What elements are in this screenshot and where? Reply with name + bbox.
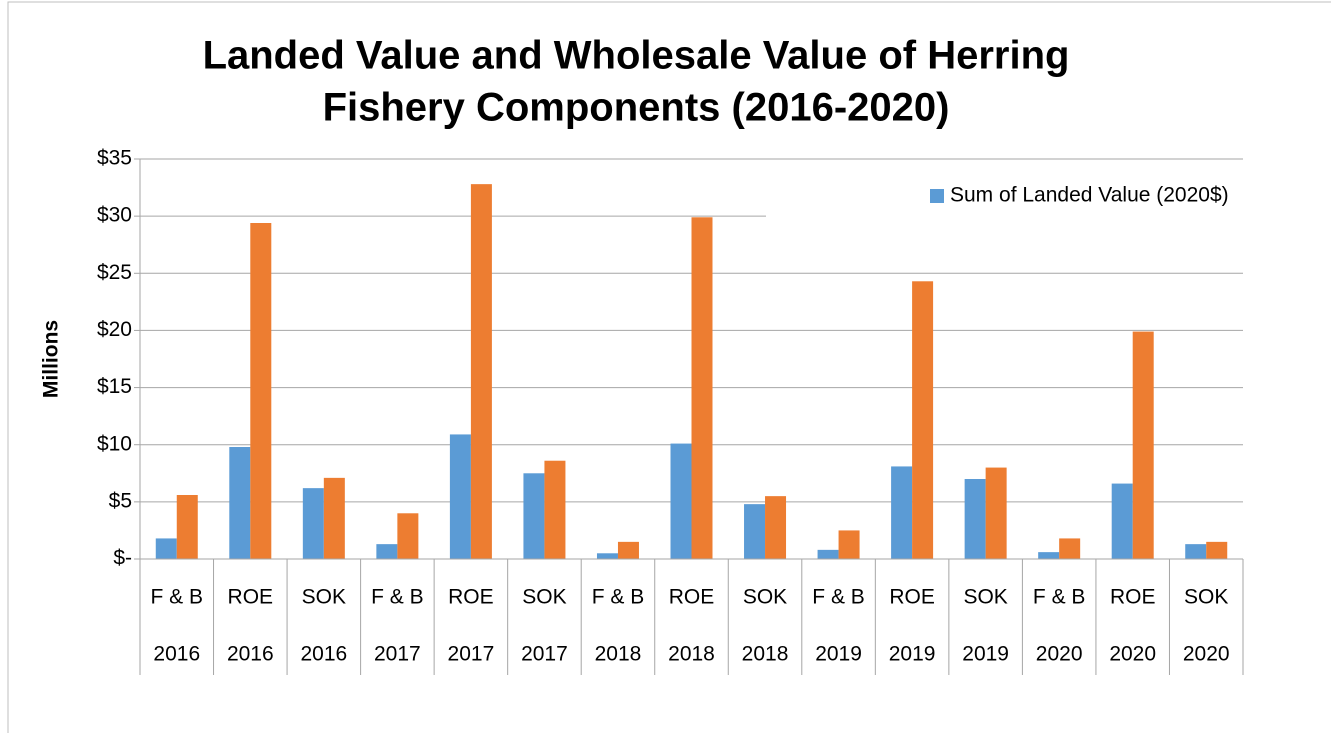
y-tick-label: $25 bbox=[97, 261, 132, 284]
bar bbox=[985, 467, 1007, 559]
bar bbox=[964, 479, 986, 559]
x-tick-label: F & B bbox=[371, 586, 424, 609]
x-group-label: 2018 bbox=[742, 643, 789, 666]
y-tick-label: $15 bbox=[97, 375, 132, 398]
x-group-label: 2018 bbox=[595, 643, 642, 666]
chart-title: Fishery Components (2016-2020) bbox=[323, 86, 950, 130]
bar bbox=[544, 460, 566, 559]
bar bbox=[1132, 331, 1154, 559]
x-group-label: 2020 bbox=[1036, 643, 1083, 666]
bar bbox=[744, 504, 766, 559]
bar bbox=[596, 553, 618, 559]
legend-swatch bbox=[930, 189, 944, 203]
x-tick-label: ROE bbox=[1110, 586, 1156, 609]
y-tick-label: $5 bbox=[109, 489, 132, 512]
bar bbox=[691, 217, 713, 560]
x-group-label: 2016 bbox=[300, 643, 347, 666]
bar bbox=[1038, 552, 1060, 559]
legend-label: Sum of Landed Value (2020$) bbox=[950, 184, 1229, 207]
x-tick-label: ROE bbox=[228, 586, 274, 609]
bar bbox=[1206, 541, 1228, 559]
x-tick-label: F & B bbox=[812, 586, 865, 609]
x-group-label: 2020 bbox=[1183, 643, 1230, 666]
x-tick-label: SOK bbox=[1184, 586, 1228, 609]
bar bbox=[765, 496, 787, 559]
y-tick-label: $10 bbox=[97, 432, 132, 455]
x-tick-label: SOK bbox=[302, 586, 346, 609]
bar bbox=[1059, 538, 1081, 559]
legend bbox=[766, 170, 1243, 226]
x-group-label: 2019 bbox=[962, 643, 1009, 666]
chart-frame bbox=[7, 1, 1331, 738]
bar bbox=[376, 544, 398, 559]
bar bbox=[397, 513, 419, 559]
bar bbox=[523, 473, 545, 559]
x-group-label: 2018 bbox=[668, 643, 715, 666]
bar bbox=[229, 447, 251, 559]
x-group-label: 2016 bbox=[227, 643, 274, 666]
bar bbox=[891, 466, 913, 559]
bar bbox=[155, 538, 177, 559]
x-group-label: 2017 bbox=[521, 643, 568, 666]
bar bbox=[449, 434, 471, 559]
x-tick-label: SOK bbox=[963, 586, 1007, 609]
x-group-label: 2020 bbox=[1109, 643, 1156, 666]
bar bbox=[817, 549, 839, 559]
bar bbox=[250, 223, 272, 559]
y-axis-label: Millions bbox=[40, 320, 63, 398]
x-tick-label: ROE bbox=[448, 586, 494, 609]
x-tick-label: ROE bbox=[669, 586, 715, 609]
x-tick-label: F & B bbox=[151, 586, 204, 609]
x-group-label: 2019 bbox=[815, 643, 862, 666]
bar bbox=[617, 541, 639, 559]
y-tick-label: $35 bbox=[97, 147, 132, 170]
bar bbox=[912, 281, 934, 559]
bar bbox=[323, 477, 345, 559]
chart-title: Landed Value and Wholesale Value of Herr… bbox=[203, 34, 1070, 78]
bar bbox=[838, 530, 860, 559]
x-tick-label: SOK bbox=[743, 586, 787, 609]
x-group-label: 2019 bbox=[889, 643, 936, 666]
x-group-label: 2017 bbox=[374, 643, 421, 666]
y-tick-label: $30 bbox=[97, 204, 132, 227]
x-tick-label: ROE bbox=[889, 586, 935, 609]
x-tick-label: SOK bbox=[522, 586, 566, 609]
y-tick-label: $- bbox=[113, 547, 132, 570]
bar bbox=[1185, 544, 1207, 559]
x-tick-label: F & B bbox=[1033, 586, 1086, 609]
x-group-label: 2016 bbox=[153, 643, 200, 666]
bar bbox=[470, 184, 492, 559]
bar bbox=[1111, 483, 1133, 559]
bar bbox=[302, 488, 324, 559]
x-group-label: 2017 bbox=[448, 643, 495, 666]
x-tick-label: F & B bbox=[592, 586, 645, 609]
bar bbox=[176, 495, 198, 559]
bar bbox=[670, 443, 692, 559]
y-tick-label: $20 bbox=[97, 318, 132, 341]
